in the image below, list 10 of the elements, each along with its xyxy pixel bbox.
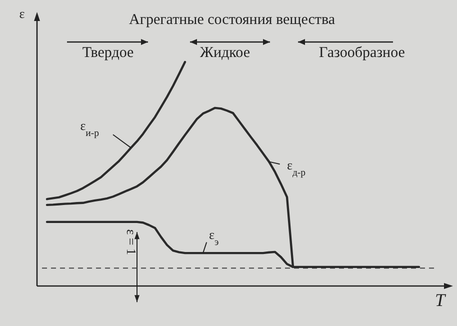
x-axis-title: T [434, 290, 447, 310]
text: Газообразное [319, 45, 406, 61]
annotation: ε = 1 [124, 229, 139, 255]
y-axis-title: ε [19, 6, 26, 21]
series-label: ε$_{э}$ [209, 227, 219, 248]
text: ε$_{и-р}$ [80, 118, 100, 138]
chart-title: Агрегатные состояния вещества [129, 12, 336, 28]
text: Твердое [82, 45, 134, 61]
text: Жидкое [200, 45, 250, 61]
legend-label: ε$_{д-р}$ [287, 158, 306, 178]
